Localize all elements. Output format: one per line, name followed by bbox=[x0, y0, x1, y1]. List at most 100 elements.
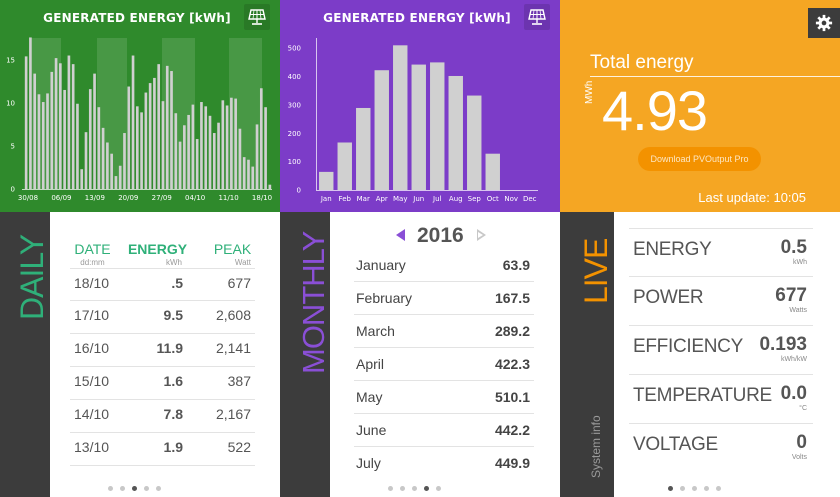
daily-date: 14/10 bbox=[74, 406, 110, 422]
x-tick-label: 18/10 bbox=[252, 194, 272, 202]
monthly-section-label: MONTHLY bbox=[296, 231, 331, 374]
monthly-row[interactable]: June 442.2 bbox=[354, 414, 534, 447]
daily-bar bbox=[88, 89, 92, 189]
daily-row[interactable]: 18/10 .5 677 bbox=[70, 268, 255, 301]
monthly-row[interactable]: April 422.3 bbox=[354, 348, 534, 381]
live-row-voltage: VOLTAGE 0 Volts bbox=[629, 424, 813, 473]
y-tick-label: 500 bbox=[288, 45, 301, 53]
page-dot[interactable] bbox=[412, 486, 417, 491]
daily-bar bbox=[187, 114, 190, 189]
monthly-side-bar bbox=[280, 212, 330, 497]
x-tick-label: Jan bbox=[320, 195, 332, 203]
live-value: 0 bbox=[796, 432, 807, 453]
page-dot-active[interactable] bbox=[668, 486, 673, 491]
daily-energy: 9.5 bbox=[163, 307, 183, 323]
system-info-link[interactable]: System info bbox=[589, 415, 603, 478]
page-dot-active[interactable] bbox=[424, 486, 429, 491]
live-name: VOLTAGE bbox=[633, 434, 718, 455]
header-date[interactable]: DATE dd:mm bbox=[74, 241, 111, 267]
daily-side-bar bbox=[0, 212, 50, 497]
page-dot[interactable] bbox=[704, 486, 709, 491]
daily-bar bbox=[259, 88, 263, 189]
x-tick-label: Jul bbox=[432, 195, 442, 203]
daily-row[interactable]: 14/10 7.8 2,167 bbox=[70, 400, 255, 433]
daily-energy: 1.9 bbox=[163, 439, 183, 455]
monthly-chart: 0 100 200 300 400 500 Jan Feb Mar Apr May Jun Jul Aug… bbox=[288, 38, 538, 203]
daily-bar bbox=[264, 107, 267, 189]
live-unit: Watts bbox=[789, 307, 807, 314]
daily-energy: 1.6 bbox=[163, 373, 183, 389]
monthly-row[interactable]: July 449.9 bbox=[354, 447, 534, 480]
daily-bar bbox=[225, 105, 229, 189]
page-dot[interactable] bbox=[144, 486, 149, 491]
monthly-value: 449.9 bbox=[494, 455, 530, 471]
monthly-month: March bbox=[356, 323, 395, 339]
page-dot[interactable] bbox=[436, 486, 441, 491]
daily-bar bbox=[118, 165, 122, 189]
page-dot-active[interactable] bbox=[132, 486, 137, 491]
daily-bar bbox=[255, 124, 259, 189]
x-tick-label: Oct bbox=[487, 195, 499, 203]
monthly-page-indicator[interactable] bbox=[388, 486, 441, 491]
live-unit: Volts bbox=[791, 454, 807, 461]
daily-bar bbox=[251, 166, 255, 189]
page-dot[interactable] bbox=[400, 486, 405, 491]
monthly-row[interactable]: February 167.5 bbox=[354, 282, 534, 315]
x-tick-label: Feb bbox=[339, 195, 352, 203]
daily-row[interactable]: 16/10 11.9 2,141 bbox=[70, 334, 255, 367]
monthly-month: May bbox=[356, 389, 383, 405]
live-unit: °C bbox=[799, 405, 807, 412]
daily-row[interactable]: 13/10 1.9 522 bbox=[70, 433, 255, 466]
monthly-row[interactable]: May 510.1 bbox=[354, 381, 534, 414]
daily-row[interactable]: 17/10 9.5 2,608 bbox=[70, 301, 255, 334]
daily-energy: 7.8 bbox=[163, 406, 183, 422]
daily-table-header: DATE dd:mm ENERGY kWh PEAK Watt bbox=[70, 241, 255, 271]
page-dot[interactable] bbox=[692, 486, 697, 491]
daily-bar bbox=[242, 157, 246, 189]
daily-bar bbox=[234, 98, 237, 189]
live-name: POWER bbox=[633, 287, 704, 308]
daily-peak: 387 bbox=[227, 373, 251, 389]
daily-bar bbox=[212, 133, 216, 189]
monthly-row[interactable]: January 63.9 bbox=[354, 249, 534, 282]
y-tick-label: 15 bbox=[6, 56, 15, 64]
page-dot[interactable] bbox=[156, 486, 161, 491]
solar-panel-button[interactable] bbox=[524, 4, 550, 30]
daily-peak: 2,608 bbox=[215, 307, 251, 323]
page-dot[interactable] bbox=[120, 486, 125, 491]
daily-bar bbox=[157, 64, 161, 189]
live-page-indicator[interactable] bbox=[668, 486, 721, 491]
page-dot[interactable] bbox=[108, 486, 113, 491]
prev-year-button[interactable] bbox=[396, 229, 405, 241]
solar-panel-button[interactable] bbox=[244, 4, 270, 30]
daily-date: 17/10 bbox=[74, 307, 110, 323]
monthly-value: 63.9 bbox=[502, 257, 530, 273]
daily-date: 15/10 bbox=[74, 373, 110, 389]
page-dot[interactable] bbox=[388, 486, 393, 491]
monthly-month: February bbox=[356, 290, 413, 306]
download-pvoutput-button[interactable]: Download PVOutput Pro bbox=[638, 147, 761, 171]
daily-bar bbox=[63, 89, 66, 189]
monthly-row[interactable]: March 289.2 bbox=[354, 315, 534, 348]
daily-bar bbox=[230, 97, 233, 189]
live-unit: kWh/kW bbox=[780, 356, 807, 363]
last-update-text: Last update: 10:05 bbox=[698, 190, 806, 205]
header-energy[interactable]: ENERGY kWh bbox=[127, 241, 188, 267]
page-dot[interactable] bbox=[680, 486, 685, 491]
page-dot[interactable] bbox=[716, 486, 721, 491]
daily-page-indicator[interactable] bbox=[108, 486, 161, 491]
y-tick-label: 0 bbox=[11, 186, 15, 194]
live-row-efficiency: EFFICIENCY 0.193 kWh/kW bbox=[629, 326, 813, 375]
daily-chart-panel: 0 5 10 15 30/08 06/09 13/09 20/09 27/09 04/10 11/1… bbox=[0, 0, 280, 212]
header-peak[interactable]: PEAK Watt bbox=[213, 241, 252, 267]
x-tick-label: Sep bbox=[468, 195, 482, 203]
daily-bar bbox=[221, 100, 225, 189]
daily-bar bbox=[148, 83, 152, 189]
y-tick-label: 300 bbox=[288, 101, 301, 109]
settings-button[interactable] bbox=[808, 8, 840, 38]
daily-row[interactable]: 15/10 1.6 387 bbox=[70, 367, 255, 400]
daily-bar bbox=[24, 56, 28, 190]
live-panel bbox=[614, 212, 840, 497]
monthly-bar bbox=[485, 153, 500, 190]
daily-bar bbox=[140, 112, 143, 189]
